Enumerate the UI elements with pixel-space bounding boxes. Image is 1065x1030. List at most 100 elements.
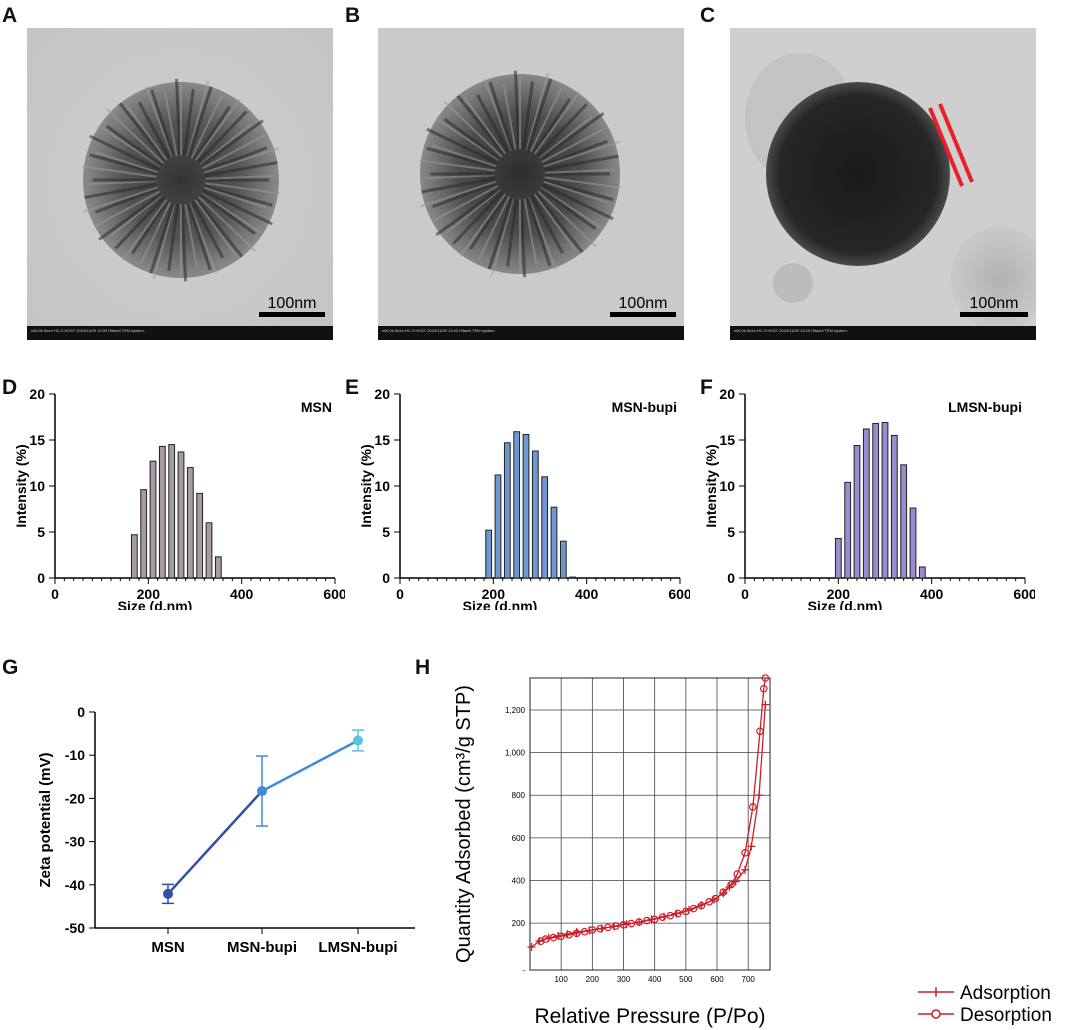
y-tick-label: 20	[719, 386, 735, 402]
y-tick-label: 5	[382, 524, 390, 540]
data-point	[741, 865, 750, 874]
x-tick-label: 400	[575, 586, 599, 602]
series-line	[261, 739, 359, 793]
bar	[862, 428, 870, 579]
x-tick-label: MSN-bupi	[227, 939, 297, 956]
data-point	[572, 929, 581, 938]
bar	[149, 460, 157, 579]
x-tick-label: 200	[827, 586, 851, 602]
y-axis-title: Intensity (%)	[358, 444, 374, 527]
data-point	[689, 904, 698, 913]
y-tick-label: -50	[65, 920, 85, 936]
tem-image-msn-bupi: x40.0k 5mm HC-3 HUST 2024/11/09 11:40 Hi…	[378, 28, 684, 340]
y-tick-label: 20	[29, 386, 45, 402]
data-point	[611, 922, 620, 930]
panel-label-c: C	[700, 4, 716, 27]
bar	[130, 534, 138, 579]
bar	[140, 489, 148, 579]
bar	[550, 506, 558, 579]
y-tick-label: -10	[65, 747, 85, 763]
x-axis-title: Size (d.nm)	[463, 598, 538, 610]
x-tick-label: 500	[679, 975, 693, 984]
data-point	[759, 684, 768, 693]
bar	[844, 481, 852, 579]
chart-title: LMSN-bupi	[948, 399, 1022, 415]
x-tick-label: 200	[586, 975, 600, 984]
bar	[503, 442, 511, 579]
legend-item-adsorption: Adsorption	[918, 983, 1051, 1004]
data-point	[619, 921, 628, 929]
data-point	[756, 727, 764, 736]
data-point	[541, 935, 550, 943]
bar	[559, 540, 567, 579]
data-point	[588, 926, 597, 934]
bar	[900, 464, 908, 579]
panel-label-b: B	[345, 4, 361, 27]
x-tick-label: MSN	[151, 939, 184, 956]
bar	[918, 566, 926, 579]
x-tick-label: 0	[396, 586, 404, 602]
bar	[196, 492, 204, 579]
data-point	[755, 791, 764, 800]
x-tick-label: 0	[51, 586, 59, 602]
data-point	[719, 888, 728, 897]
bar	[214, 556, 222, 579]
y-axis-title: Zeta potential (mV)	[37, 752, 54, 887]
bar	[205, 522, 213, 579]
bar	[513, 431, 521, 579]
data-point	[749, 803, 757, 811]
nitrogen-isotherm-chart: 100 200 300 400 500 600 700 - 200 400 600 800 1,000 1…	[453, 674, 1052, 1028]
x-tick-label: 200	[482, 586, 506, 602]
y-tick-label: 0	[77, 704, 85, 720]
bar	[853, 445, 861, 579]
data-point	[163, 888, 173, 899]
data-point	[596, 924, 604, 933]
x-tick-label: 600	[710, 975, 724, 984]
data-point	[666, 911, 675, 920]
bar	[890, 434, 898, 579]
data-point	[711, 894, 720, 903]
y-tick-label: 200	[512, 919, 526, 928]
y-axis-title: Intensity (%)	[703, 444, 719, 527]
scale-bar	[610, 312, 676, 317]
data-point	[635, 918, 643, 926]
zeta-potential-chart: 0 -10 -20 -30 -40 -50 MSN MSN-bupi LMSN-bupi Zeta…	[37, 704, 415, 956]
panel-label-e: E	[345, 376, 360, 399]
bar	[494, 474, 502, 579]
data-point	[741, 848, 749, 857]
data-point	[549, 933, 558, 942]
y-tick-label: 10	[719, 478, 735, 494]
y-tick-label: 20	[374, 386, 390, 402]
data-point	[557, 932, 565, 941]
bar	[485, 529, 493, 579]
y-tick-label: 15	[719, 432, 735, 448]
bar	[541, 476, 549, 579]
bar	[531, 450, 539, 579]
scale-bar-label: 100nm	[268, 295, 317, 312]
y-tick-label: 1,200	[505, 706, 526, 715]
y-axis-title: Intensity (%)	[13, 444, 29, 527]
x-tick-label: 100	[554, 975, 568, 984]
y-axis-title: Quantity Adsorbed (cm³/g STP)	[453, 685, 475, 963]
bar	[569, 576, 577, 579]
tem-image-msn: x40.0k 5mm HC-3 HUST 2024/11/09 12:00 Hi…	[27, 28, 333, 340]
y-tick-label: 0	[727, 570, 735, 586]
y-tick-label: 5	[727, 524, 735, 540]
x-tick-label: 700	[742, 975, 756, 984]
data-point	[650, 915, 659, 924]
data-point	[733, 870, 742, 878]
data-point	[697, 901, 706, 910]
x-tick-label: 600	[323, 586, 345, 602]
x-axis-title: Relative Pressure (P/Po)	[534, 1005, 765, 1028]
x-tick-label: 600	[1013, 586, 1035, 602]
x-tick-label: 400	[230, 586, 254, 602]
y-tick-label: -40	[65, 877, 85, 893]
panel-label-h: H	[415, 656, 431, 679]
bar	[168, 444, 176, 579]
panel-label-g: G	[2, 656, 19, 679]
y-tick-label: 400	[512, 876, 526, 885]
bar	[522, 433, 530, 579]
x-tick-label: 300	[617, 975, 631, 984]
series-line	[167, 790, 263, 895]
x-tick-label: 400	[920, 586, 944, 602]
